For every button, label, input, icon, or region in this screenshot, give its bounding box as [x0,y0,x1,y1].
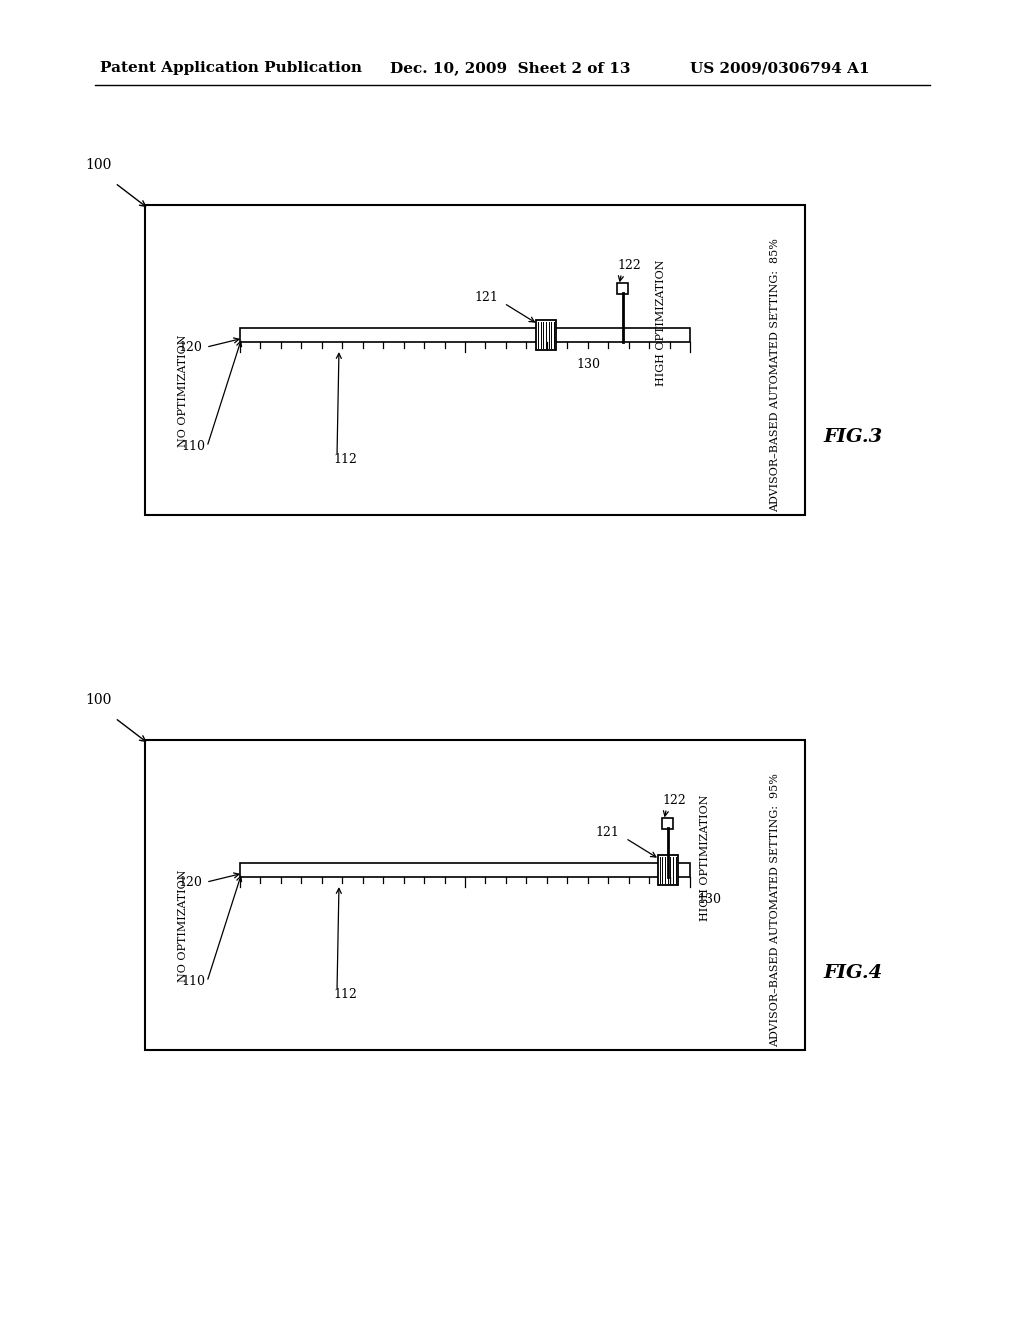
Bar [617,284,628,294]
Text: 112: 112 [333,453,357,466]
Text: 121: 121 [474,290,498,304]
Text: Patent Application Publication: Patent Application Publication [100,61,362,75]
Text: 112: 112 [333,987,357,1001]
Bar [536,321,556,350]
Text: FIG.4: FIG.4 [823,964,883,982]
Text: 122: 122 [663,793,686,807]
Text: HIGH OPTIMIZATION: HIGH OPTIMIZATION [655,260,666,385]
Text: 100: 100 [85,158,112,172]
Bar [240,329,690,342]
Bar [240,863,690,878]
Text: 110: 110 [181,441,205,453]
Text: FIG.3: FIG.3 [823,429,883,446]
Bar [657,855,678,886]
Text: 130: 130 [697,892,722,906]
Text: 122: 122 [617,259,641,272]
Text: 120: 120 [178,341,202,354]
Text: US 2009/0306794 A1: US 2009/0306794 A1 [690,61,869,75]
Bar [145,741,805,1049]
Text: 120: 120 [178,875,202,888]
Bar [145,205,805,515]
Text: HIGH OPTIMIZATION: HIGH OPTIMIZATION [700,795,711,921]
Text: NO OPTIMIZATION: NO OPTIMIZATION [178,870,188,982]
Text: 110: 110 [181,975,205,989]
Text: 130: 130 [575,358,600,371]
Text: ADVISOR–BASED AUTOMATED SETTING:  85%: ADVISOR–BASED AUTOMATED SETTING: 85% [770,239,780,512]
Text: Dec. 10, 2009  Sheet 2 of 13: Dec. 10, 2009 Sheet 2 of 13 [390,61,631,75]
Text: NO OPTIMIZATION: NO OPTIMIZATION [178,335,188,447]
Text: ADVISOR–BASED AUTOMATED SETTING:  95%: ADVISOR–BASED AUTOMATED SETTING: 95% [770,774,780,1048]
Text: 121: 121 [596,826,620,838]
Bar [662,818,673,829]
Text: 100: 100 [85,693,112,708]
